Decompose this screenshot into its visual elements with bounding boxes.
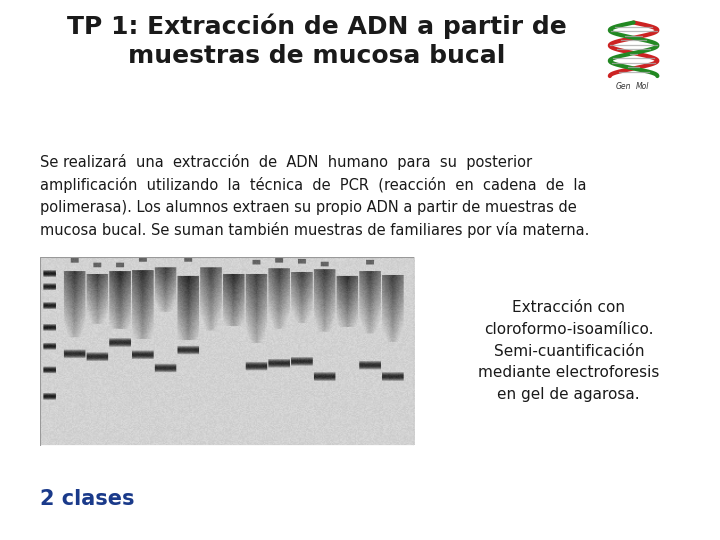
Text: Mol: Mol	[636, 82, 649, 91]
Text: Gen: Gen	[616, 82, 631, 91]
Bar	[40, 256, 414, 446]
Text: Extracción con
cloroformo-isoamílico.
Semi-cuantificación
mediante electroforesi: Extracción con cloroformo-isoamílico. Se…	[478, 300, 660, 402]
Text: TP 1: Extracción de ADN a partir de
muestras de mucosa bucal: TP 1: Extracción de ADN a partir de mues…	[67, 14, 567, 68]
Text: Se realizará  una  extracción  de  ADN  humano  para  su  posterior
amplificació: Se realizará una extracción de ADN human…	[40, 154, 589, 238]
Text: 2 clases: 2 clases	[40, 489, 134, 509]
